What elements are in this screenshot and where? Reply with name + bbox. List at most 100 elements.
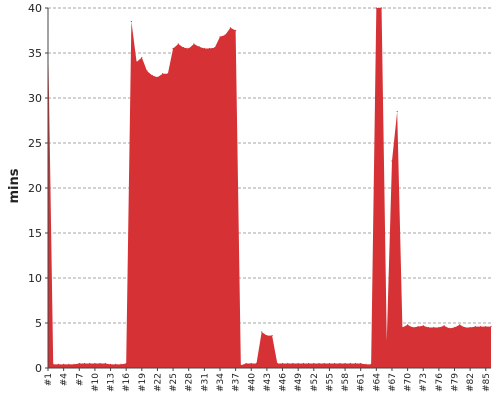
x-tick-label: #85 [482, 373, 492, 392]
y-tick-label: 35 [28, 47, 42, 60]
x-tick-label: #19 [138, 373, 148, 392]
data-point [328, 362, 331, 365]
data-point [229, 27, 232, 29]
data-point [130, 20, 132, 23]
x-tick-label: #28 [185, 373, 195, 392]
x-tick-label: #34 [216, 373, 226, 392]
data-point [344, 362, 346, 365]
y-tick-labels: 0 5 10 15 20 25 30 35 40 [28, 2, 42, 375]
data-point [73, 363, 75, 365]
data-point [365, 363, 367, 365]
data-point [417, 326, 419, 328]
data-point [188, 47, 190, 50]
data-point [323, 362, 325, 365]
data-point [281, 362, 284, 365]
data-point [479, 326, 482, 328]
x-tick-label: #4 [60, 373, 70, 387]
x-tick-label: #16 [122, 373, 132, 392]
x-tick-label: #10 [91, 373, 101, 392]
data-point [208, 47, 211, 50]
data-point [396, 110, 398, 113]
data-point [438, 326, 440, 329]
axes [45, 7, 491, 371]
data-point [339, 362, 341, 365]
x-tick-label: #49 [294, 373, 304, 392]
data-point [109, 363, 112, 365]
data-point [94, 362, 96, 365]
data-point [375, 7, 377, 9]
y-tick-label: 30 [28, 92, 42, 105]
x-tick-label: #70 [404, 373, 414, 392]
data-point [401, 326, 403, 329]
data-point [52, 363, 54, 365]
y-tick-label: 10 [28, 272, 42, 285]
data-point [422, 325, 424, 327]
data-point [318, 362, 320, 365]
data-point [146, 70, 148, 72]
x-tick-label: #43 [263, 373, 273, 392]
data-point [292, 362, 294, 365]
x-tick-labels: #1 #4 #7 #10 #13 #16 #19 #22 #25 #28 #31 #34 #37 #40 #… [44, 373, 492, 392]
data-point [214, 47, 216, 49]
x-tick-label: #52 [310, 373, 320, 392]
data-point [427, 326, 430, 329]
data-point [391, 160, 393, 162]
data-point [104, 362, 106, 365]
x-tick-label: #64 [372, 373, 382, 392]
data-point [78, 362, 80, 365]
data-point [177, 43, 179, 45]
data-point [386, 340, 388, 342]
x-tick-label: #25 [169, 373, 179, 392]
data-point [115, 363, 117, 365]
data-point [255, 362, 258, 365]
x-tick-label: #46 [279, 373, 289, 392]
data-point [224, 34, 226, 36]
data-point [287, 362, 289, 365]
data-point [172, 47, 174, 50]
data-point [89, 362, 91, 365]
x-tick-label: #79 [451, 373, 461, 392]
x-tick-label: #1 [44, 373, 54, 386]
data-point [302, 362, 304, 365]
x-tick-label: #55 [325, 373, 335, 392]
x-tick-label: #37 [232, 373, 242, 392]
data-point [469, 326, 471, 329]
data-point [68, 363, 70, 365]
x-tick-label: #7 [75, 373, 85, 386]
data-point [297, 362, 299, 365]
data-point [453, 326, 456, 329]
data-point [307, 362, 310, 365]
data-point [198, 46, 200, 48]
data-point [271, 335, 273, 337]
y-axis-label: mins [7, 168, 22, 203]
data-point [349, 362, 351, 365]
x-tick-label: #58 [341, 373, 351, 392]
data-point [156, 76, 159, 78]
data-point [167, 73, 169, 75]
data-point [459, 324, 461, 326]
data-point [266, 335, 268, 337]
data-point [354, 362, 357, 365]
y-tick-label: 40 [28, 2, 42, 15]
x-tick-label: #13 [107, 373, 117, 392]
gridlines [48, 7, 491, 324]
data-point [235, 29, 237, 32]
data-point [83, 362, 86, 365]
data-point [125, 362, 127, 365]
data-point [219, 36, 221, 38]
data-point [203, 47, 205, 50]
data-point [276, 362, 278, 365]
x-tick-label: #31 [200, 373, 210, 392]
data-point [485, 326, 487, 328]
data-point [136, 61, 138, 63]
data-point [313, 362, 315, 365]
data-point [370, 363, 372, 365]
x-tick-label: #82 [466, 373, 476, 392]
x-tick-label: #73 [419, 373, 429, 392]
x-tick-label: #40 [247, 373, 257, 392]
data-point [334, 362, 336, 365]
data-point [245, 362, 247, 365]
y-tick-label: 0 [35, 362, 42, 375]
data-point [474, 326, 476, 328]
